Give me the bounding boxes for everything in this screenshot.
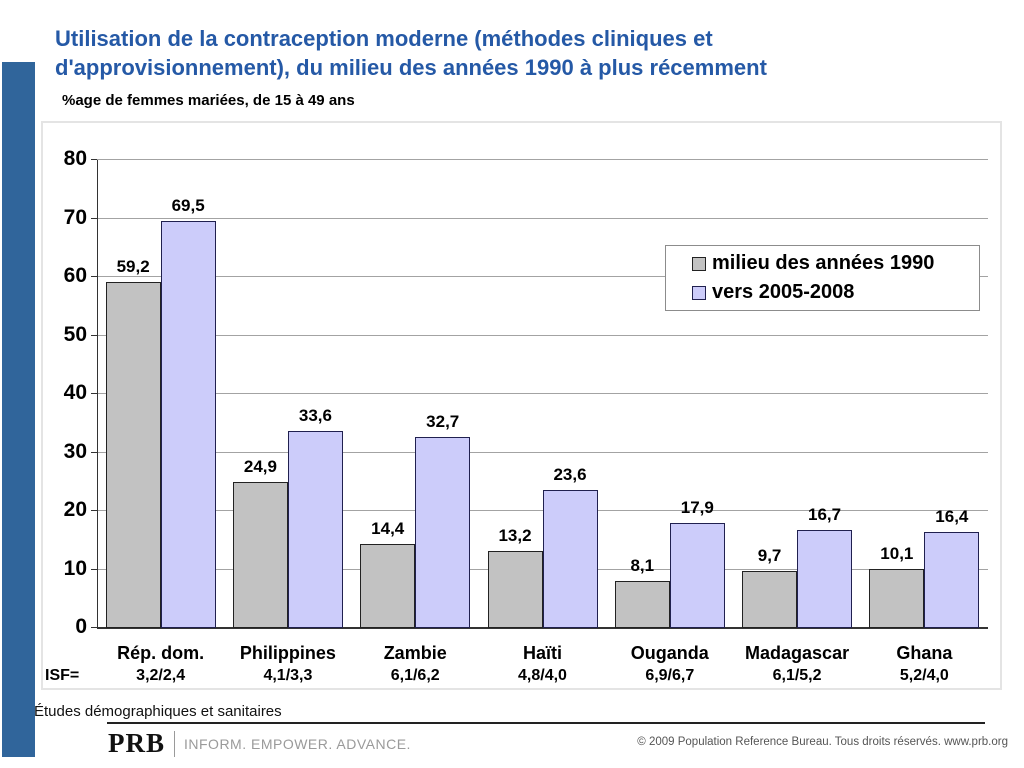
gridline bbox=[97, 159, 988, 160]
legend-label-2005-2008: vers 2005-2008 bbox=[712, 281, 855, 303]
y-tick-mark bbox=[91, 510, 97, 511]
copyright-text: © 2009 Population Reference Bureau. Tous… bbox=[637, 736, 1008, 748]
bar-value-label: 9,7 bbox=[757, 546, 782, 565]
bar-mid1990s-3 bbox=[360, 544, 416, 628]
legend-swatch-1990 bbox=[692, 256, 706, 271]
legend-item-1990: milieu des années 1990 bbox=[692, 252, 979, 275]
bar-mid1990s-5 bbox=[614, 581, 670, 628]
bar-value-label: 8,1 bbox=[630, 556, 655, 575]
category-label: Philippines bbox=[239, 643, 336, 663]
isf-value: 6,9/6,7 bbox=[645, 667, 695, 684]
gridline bbox=[97, 451, 988, 453]
bar-mid1990s-6 bbox=[742, 571, 798, 628]
bar-mid1990s-2 bbox=[232, 482, 288, 628]
bar-value-label: 32,7 bbox=[426, 412, 460, 431]
bar-mid1990s-1 bbox=[105, 282, 161, 628]
bar-value-label: 23,6 bbox=[553, 465, 587, 484]
slide-subtitle: %age de femmes mariées, de 15 à 49 ans bbox=[62, 92, 355, 109]
legend-label-1990: milieu des années 1990 bbox=[712, 252, 935, 274]
category-label: Zambie bbox=[383, 643, 447, 663]
y-tick-mark bbox=[91, 217, 97, 219]
gridline bbox=[97, 393, 988, 394]
y-tick-mark bbox=[91, 627, 97, 628]
prb-wordmark: PRB bbox=[108, 728, 165, 758]
bar-2005-2008-3 bbox=[415, 437, 471, 628]
category-label: Ouganda bbox=[630, 643, 709, 663]
y-tick-mark bbox=[91, 568, 97, 570]
prb-logo-divider bbox=[174, 730, 175, 757]
prb-tagline: INFORM. EMPOWER. ADVANCE. bbox=[184, 735, 411, 752]
bar-2005-2008-1 bbox=[160, 221, 216, 628]
bar-value-label: 24,9 bbox=[243, 457, 277, 476]
y-axis-label: 30 bbox=[63, 439, 87, 463]
chart-container: 0 10 20 30 40 50 60 70 80 59,2 69,5 Rép. dom. 3,2/2,… bbox=[41, 121, 1002, 690]
bar-2005-2008-2 bbox=[287, 431, 343, 628]
slide-title: Utilisation de la contraception moderne … bbox=[55, 26, 767, 80]
isf-value: 4,8/4,0 bbox=[518, 667, 567, 684]
bar-2005-2008-5 bbox=[669, 523, 725, 628]
isf-value: 5,2/4,0 bbox=[899, 667, 949, 684]
bar-2005-2008-6 bbox=[797, 530, 853, 628]
prb-logo: PRB INFORM. EMPOWER. ADVANCE. bbox=[108, 728, 411, 759]
bar-value-label: 33,6 bbox=[298, 406, 332, 425]
bar-mid1990s-7 bbox=[869, 569, 925, 628]
y-axis-label: 50 bbox=[63, 322, 87, 346]
bar-mid1990s-4 bbox=[487, 551, 543, 628]
x-axis-line bbox=[97, 627, 988, 629]
left-accent-bar bbox=[2, 62, 35, 757]
isf-value: 6,1/5,2 bbox=[772, 667, 822, 684]
gridline bbox=[97, 334, 988, 336]
bar-value-label: 69,5 bbox=[171, 196, 205, 215]
y-tick-mark bbox=[91, 276, 97, 277]
legend-swatch-2005-2008 bbox=[692, 285, 706, 300]
footer-divider-line bbox=[107, 722, 985, 724]
isf-row-label: ISF= bbox=[45, 667, 80, 684]
y-axis-label: 60 bbox=[63, 264, 87, 287]
y-axis-label: 10 bbox=[63, 556, 87, 580]
y-axis-label: 0 bbox=[75, 615, 87, 638]
y-tick-mark bbox=[91, 159, 97, 160]
bar-value-label: 10,1 bbox=[880, 544, 914, 563]
source-note: Études démographiques et sanitaires bbox=[34, 703, 282, 720]
y-axis-label: 20 bbox=[63, 498, 87, 521]
gridline bbox=[97, 276, 988, 277]
bar-2005-2008-4 bbox=[542, 490, 598, 628]
y-axis-line bbox=[97, 160, 98, 628]
bar-2005-2008-7 bbox=[924, 532, 980, 628]
y-axis-label: 40 bbox=[63, 381, 87, 404]
chart-legend: milieu des années 1990 vers 2005-2008 bbox=[665, 245, 980, 311]
bar-value-label: 13,2 bbox=[498, 526, 532, 545]
isf-value: 4,1/3,3 bbox=[263, 667, 313, 684]
category-label: Ghana bbox=[896, 643, 953, 663]
bar-value-label: 16,7 bbox=[808, 505, 842, 524]
bar-value-label: 14,4 bbox=[371, 519, 405, 538]
bar-value-label: 17,9 bbox=[680, 498, 714, 517]
y-axis-label: 70 bbox=[63, 205, 87, 229]
isf-value: 3,2/2,4 bbox=[136, 667, 186, 684]
y-tick-mark bbox=[91, 393, 97, 394]
category-label: Haïti bbox=[522, 643, 562, 663]
y-tick-mark bbox=[91, 334, 97, 336]
isf-value: 6,1/6,2 bbox=[390, 667, 440, 684]
legend-item-2005-2008: vers 2005-2008 bbox=[692, 281, 979, 304]
bar-value-label: 59,2 bbox=[116, 257, 150, 276]
gridline bbox=[97, 217, 988, 219]
bar-value-label: 16,4 bbox=[935, 507, 969, 526]
chart-plot-area: 0 10 20 30 40 50 60 70 80 59,2 69,5 Rép. dom. 3,2/2,… bbox=[43, 123, 1000, 688]
category-label: Rép. dom. bbox=[117, 643, 205, 663]
y-axis-label: 80 bbox=[63, 147, 87, 170]
category-label: Madagascar bbox=[745, 643, 850, 663]
y-tick-mark bbox=[91, 451, 97, 453]
